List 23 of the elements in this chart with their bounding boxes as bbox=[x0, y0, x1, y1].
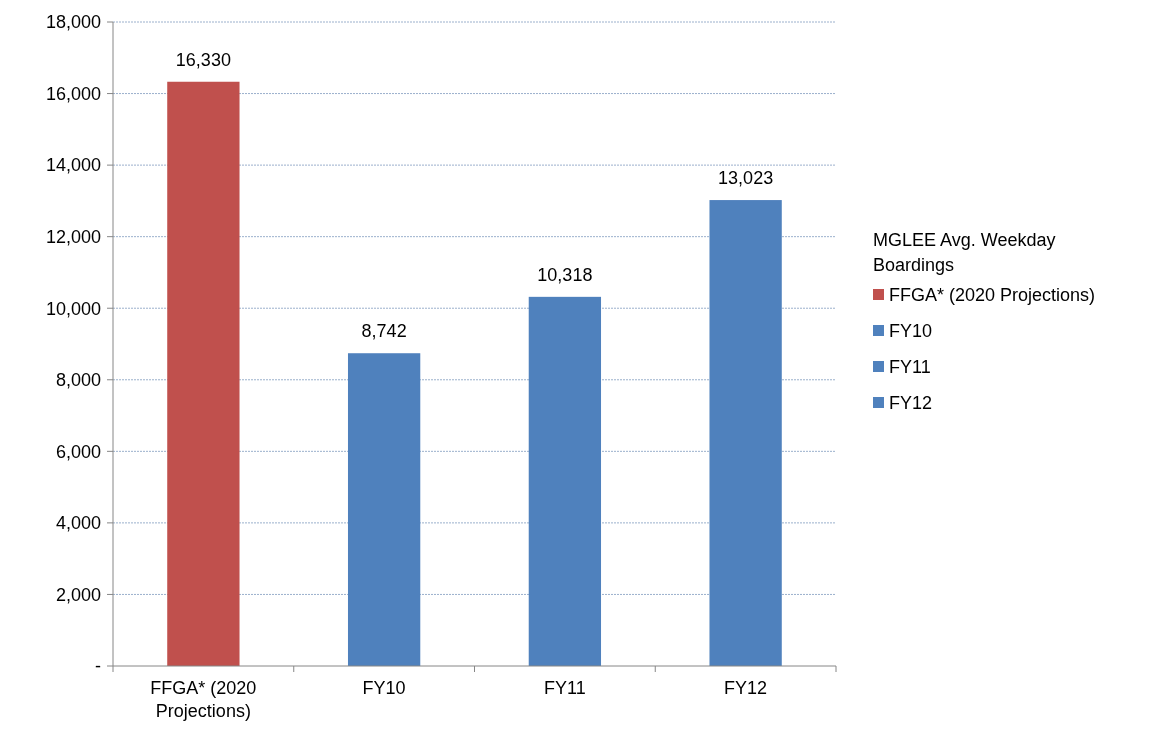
y-tick-label: 14,000 bbox=[45, 155, 101, 176]
legend-label: FY10 bbox=[889, 321, 933, 341]
data-label: 8,742 bbox=[361, 321, 407, 342]
data-label: 16,330 bbox=[175, 49, 231, 70]
y-tick-label: 4,000 bbox=[55, 513, 101, 534]
x-tick-label: FY10 bbox=[362, 678, 406, 698]
y-tick-label: 16,000 bbox=[45, 83, 101, 104]
legend-label: FFGA* (2020 Projections) bbox=[889, 285, 1096, 305]
y-tick-label: 10,000 bbox=[45, 298, 101, 319]
y-tick-label: 12,000 bbox=[45, 226, 101, 247]
x-tick-label: FY11 bbox=[544, 678, 586, 698]
legend-label: FY11 bbox=[889, 357, 931, 377]
data-label: 13,023 bbox=[718, 168, 774, 189]
y-tick-label: 18,000 bbox=[45, 12, 101, 33]
legend-title: MGLEE Avg. Weekday Boardings bbox=[873, 230, 1056, 275]
legend-label: FY12 bbox=[889, 393, 933, 413]
x-tick-label: FFGA* (2020 Projections) bbox=[150, 678, 257, 721]
data-label: 10,318 bbox=[537, 264, 593, 285]
x-tick-label: FY12 bbox=[724, 678, 768, 698]
y-tick-label: - bbox=[95, 656, 101, 677]
y-tick-label: 2,000 bbox=[55, 584, 101, 605]
y-tick-label: 8,000 bbox=[55, 370, 101, 391]
y-tick-label: 6,000 bbox=[55, 441, 101, 462]
